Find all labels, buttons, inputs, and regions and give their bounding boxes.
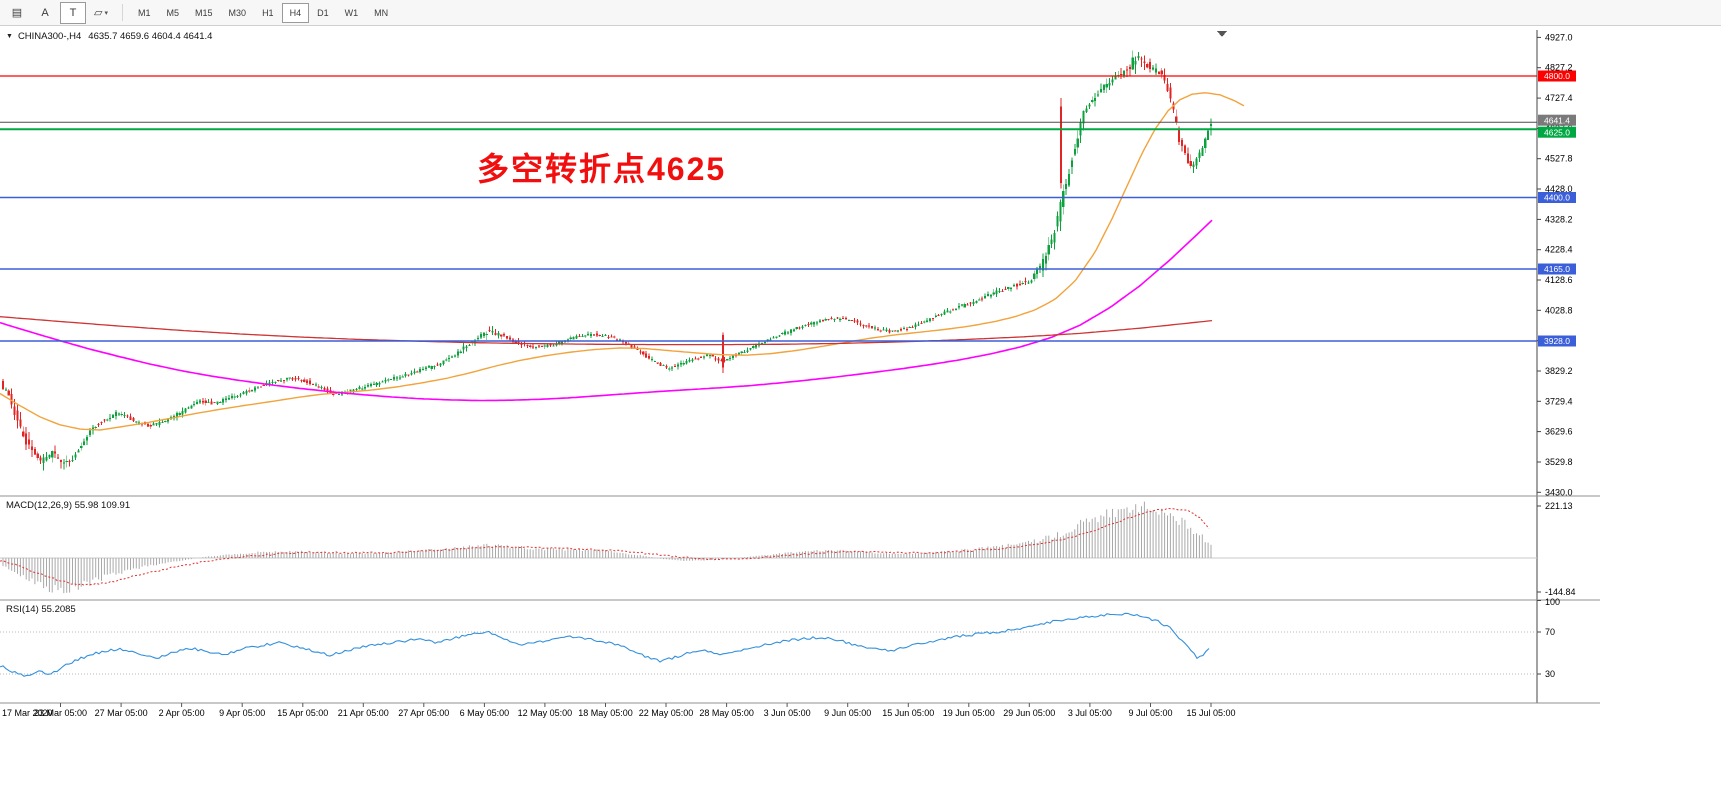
svg-text:15 Jun 05:00: 15 Jun 05:00 — [882, 708, 934, 718]
svg-text:4128.6: 4128.6 — [1545, 275, 1573, 285]
svg-text:12 May 05:00: 12 May 05:00 — [518, 708, 573, 718]
svg-text:4927.0: 4927.0 — [1545, 32, 1573, 42]
macd-indicator-label: MACD(12,26,9) 55.98 109.91 — [6, 500, 131, 511]
chart-shift-marker-icon — [1217, 31, 1227, 37]
svg-text:3430.0: 3430.0 — [1545, 487, 1573, 497]
svg-text:28 May 05:00: 28 May 05:00 — [699, 708, 754, 718]
macd-panel: 221.13 -144.84 — [0, 501, 1576, 597]
svg-text:27 Mar 05:00: 27 Mar 05:00 — [95, 708, 148, 718]
svg-text:3928.0: 3928.0 — [1544, 336, 1570, 346]
svg-text:3629.6: 3629.6 — [1545, 427, 1573, 437]
svg-text:221.13: 221.13 — [1545, 501, 1573, 511]
svg-text:4827.2: 4827.2 — [1545, 63, 1573, 73]
price-badge-3928.0 — [1538, 335, 1576, 347]
svg-text:30: 30 — [1545, 669, 1555, 679]
toolbar-separator — [122, 4, 123, 21]
label-tool-icon: A — [41, 6, 49, 19]
svg-text:9 Apr 05:00: 9 Apr 05:00 — [219, 708, 265, 718]
timeframe-d1-button[interactable]: D1 — [317, 7, 329, 18]
svg-text:3 Jul 05:00: 3 Jul 05:00 — [1068, 708, 1112, 718]
price-badge-4641.4 — [1538, 114, 1576, 126]
drawing-tools-group: ▤ A T ▱ ▾ — [3, 0, 115, 25]
svg-text:4800.0: 4800.0 — [1544, 71, 1570, 81]
price-badge-4165.0 — [1538, 263, 1576, 275]
chart-lines-tool-button[interactable]: ▤ — [4, 2, 30, 24]
svg-text:4165.0: 4165.0 — [1544, 264, 1570, 274]
price-badge-4625.0 — [1538, 126, 1576, 138]
svg-text:6 May 05:00: 6 May 05:00 — [460, 708, 510, 718]
collapse-indicator-icon[interactable]: ▼ — [6, 33, 13, 40]
svg-text:9 Jun 05:00: 9 Jun 05:00 — [824, 708, 871, 718]
text-tool-button[interactable]: T — [60, 1, 86, 24]
svg-text:9 Jul 05:00: 9 Jul 05:00 — [1128, 708, 1172, 718]
svg-text:4028.8: 4028.8 — [1545, 305, 1573, 315]
svg-text:23 Mar 05:00: 23 Mar 05:00 — [34, 708, 87, 718]
chevron-down-icon: ▾ — [104, 9, 108, 17]
svg-text:4625.0: 4625.0 — [1544, 127, 1570, 137]
shapes-tool-icon: ▱ — [94, 7, 103, 19]
ohlc-values: 4635.7 4659.6 4604.4 4641.4 — [88, 31, 213, 42]
svg-text:15 Apr 05:00: 15 Apr 05:00 — [277, 708, 328, 718]
svg-text:4228.4: 4228.4 — [1545, 245, 1573, 255]
timeframe-m15-button[interactable]: M15 — [195, 7, 213, 18]
svg-text:18 May 05:00: 18 May 05:00 — [578, 708, 633, 718]
chart-annotation-text[interactable]: 多空转折点4625 — [477, 151, 727, 187]
timeframe-h1-button[interactable]: H1 — [262, 7, 274, 18]
text-tool-icon: T — [69, 6, 77, 19]
svg-text:22 May 05:00: 22 May 05:00 — [639, 708, 694, 718]
svg-text:3729.4: 3729.4 — [1545, 396, 1573, 406]
svg-text:29 Jun 05:00: 29 Jun 05:00 — [1003, 708, 1055, 718]
rsi-indicator-label: RSI(14) 55.2085 — [6, 604, 76, 615]
svg-text:-144.84: -144.84 — [1545, 587, 1576, 597]
slow-ma-red-line — [0, 316, 1213, 346]
timeframe-h4-button[interactable]: H4 — [281, 2, 310, 23]
fast-ma-orange-line — [0, 92, 1245, 431]
svg-text:17 Mar 2020: 17 Mar 2020 — [2, 708, 53, 718]
timeframe-group: M1 M5 M15 M30 H1 H4 D1 W1 MN — [130, 0, 396, 25]
medium-ma-magenta-line — [0, 219, 1213, 402]
svg-text:4641.4: 4641.4 — [1544, 115, 1570, 125]
svg-text:2 Apr 05:00: 2 Apr 05:00 — [159, 708, 205, 718]
svg-text:4527.8: 4527.8 — [1545, 154, 1573, 164]
timeframe-m30-button[interactable]: M30 — [228, 7, 247, 18]
rsi-panel: 100 70 30 — [0, 597, 1560, 679]
label-tool-button[interactable]: A — [32, 2, 58, 24]
svg-text:100: 100 — [1545, 597, 1560, 607]
svg-text:3529.8: 3529.8 — [1545, 457, 1573, 467]
price-badge-4800.0 — [1538, 70, 1576, 82]
candles-layer — [1, 31, 1227, 471]
timeframe-w1-button[interactable]: W1 — [344, 7, 359, 18]
svg-text:3829.2: 3829.2 — [1545, 366, 1573, 376]
svg-text:70: 70 — [1545, 627, 1555, 637]
svg-text:4428.0: 4428.0 — [1545, 184, 1573, 194]
price-levels[interactable]: 4800.0 4641.4 4625.0 4400.0 4165.0 3928.0 — [0, 70, 1576, 347]
symbol-period-label: CHINA300-,H4 — [17, 31, 82, 42]
chart-lines-tool-icon: ▤ — [11, 7, 23, 19]
svg-text:4727.4: 4727.4 — [1545, 93, 1573, 103]
timeframe-m1-button[interactable]: M1 — [138, 7, 151, 18]
timeframe-m5-button[interactable]: M5 — [166, 7, 180, 18]
svg-text:3 Jun 05:00: 3 Jun 05:00 — [764, 708, 811, 718]
svg-text:19 Jun 05:00: 19 Jun 05:00 — [943, 708, 995, 718]
svg-text:21 Apr 05:00: 21 Apr 05:00 — [338, 708, 389, 718]
shapes-tool-button[interactable]: ▱ ▾ — [88, 2, 114, 24]
svg-text:4328.2: 4328.2 — [1545, 214, 1573, 224]
top-toolbar: ▤ A T ▱ ▾ M1 M5 M15 M30 H1 H4 D1 W1 MN — [0, 0, 1721, 26]
svg-text:15 Jul 05:00: 15 Jul 05:00 — [1186, 708, 1235, 718]
price-chart-canvas[interactable]: 4927.04827.24727.44627.64527.84428.04328… — [0, 26, 1721, 792]
chart-title: ▼ CHINA300-,H4 4635.7 4659.6 4604.4 4641.4 — [6, 31, 212, 42]
timeframe-mn-button[interactable]: MN — [374, 7, 389, 18]
price-badge-4400.0 — [1538, 192, 1576, 203]
svg-text:27 Apr 05:00: 27 Apr 05:00 — [398, 708, 449, 718]
panel-separators — [0, 495, 1600, 704]
svg-text:4400.0: 4400.0 — [1544, 193, 1570, 203]
